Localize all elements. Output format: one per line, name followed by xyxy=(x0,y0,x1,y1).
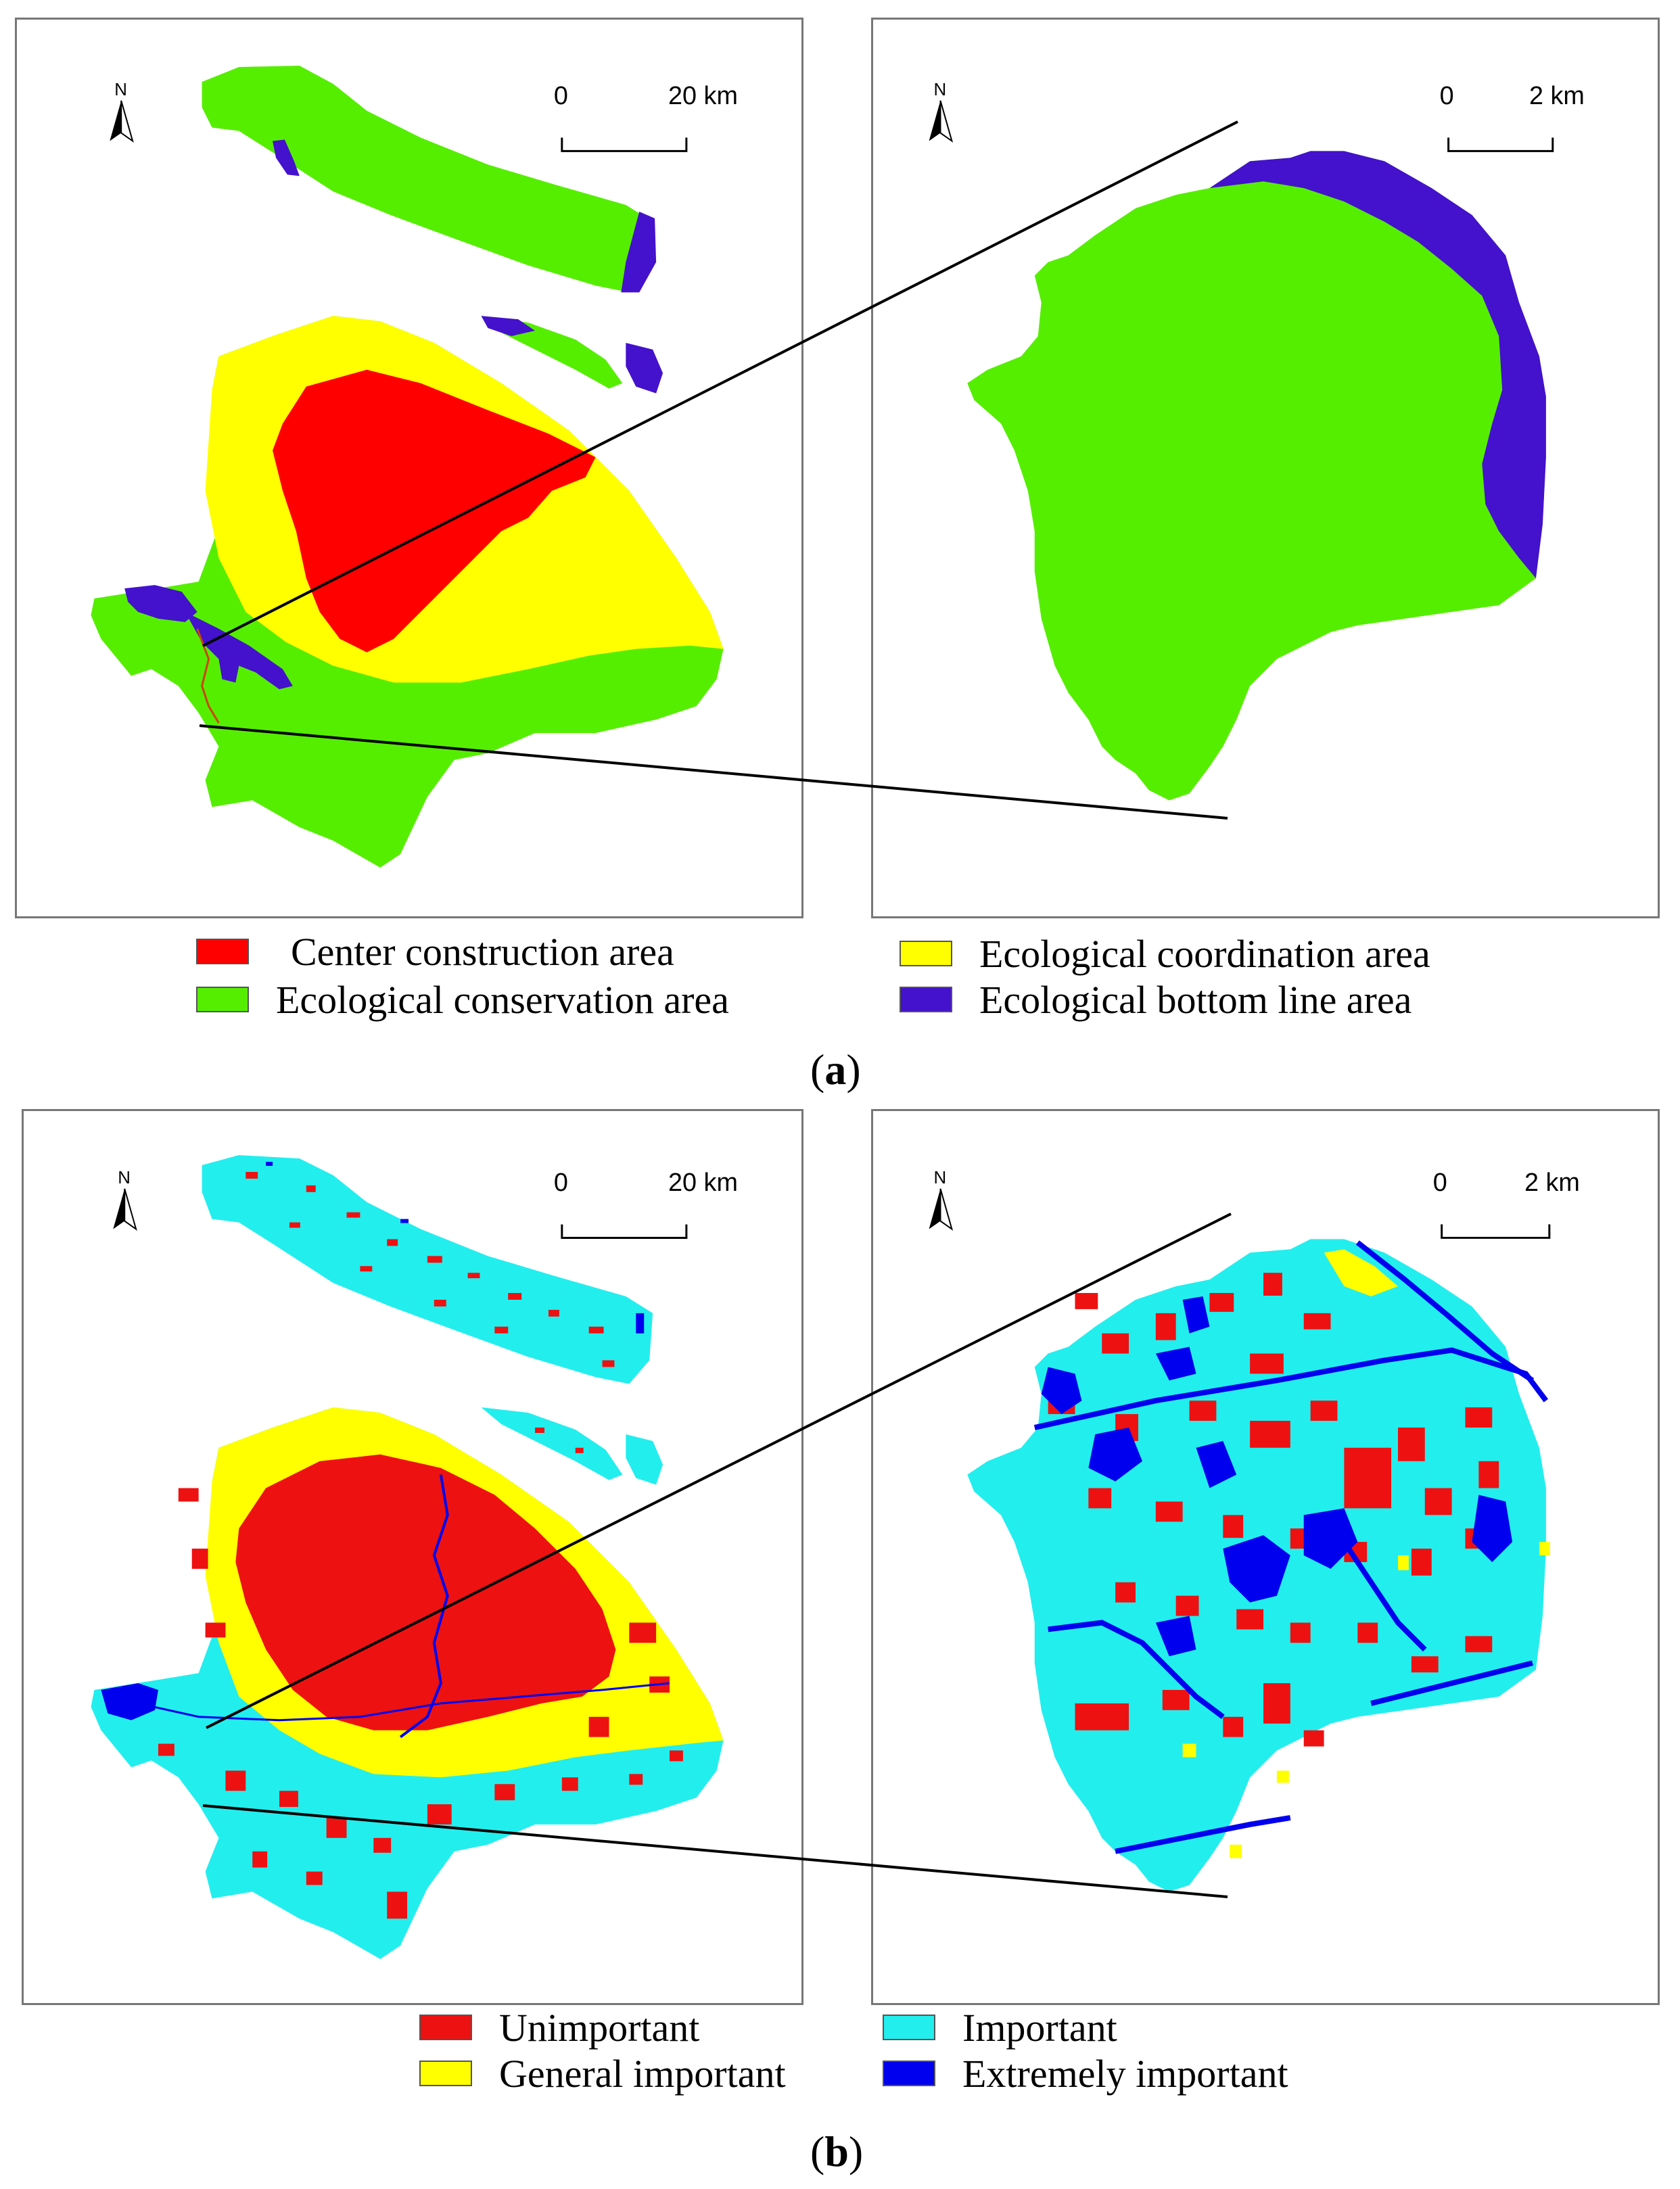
scale-zero: 0 xyxy=(1433,1169,1447,1197)
map-a-right-svg: N 0 2 km xyxy=(929,80,1585,801)
legend-swatch xyxy=(196,987,249,1012)
island-north-b xyxy=(202,1155,653,1384)
legend-label: Center construction area xyxy=(291,929,674,974)
scale-zero: 0 xyxy=(554,82,568,110)
legend-item: Important xyxy=(883,2005,1117,2050)
island-middle-b xyxy=(481,1407,663,1485)
island-middle xyxy=(481,316,663,394)
legend-swatch xyxy=(419,2015,472,2040)
panel-a-caption: (a) xyxy=(810,1045,861,1093)
zoom-area-a xyxy=(967,151,1546,801)
north-arrow-icon: N xyxy=(110,80,134,143)
scale-zero: 0 xyxy=(554,1169,568,1197)
legend-item: Extremely important xyxy=(883,2051,1288,2096)
scale-end: 2 km xyxy=(1529,82,1585,110)
north-label: N xyxy=(114,80,127,99)
legend-label: General important xyxy=(499,2051,786,2096)
north-label: N xyxy=(118,1169,131,1187)
legend-label: Ecological bottom line area xyxy=(979,977,1412,1022)
map-a-left-svg: N 0 20 km xyxy=(91,66,738,868)
north-arrow-icon: N xyxy=(929,80,954,143)
map-b-right-svg: N 0 2 km xyxy=(929,1169,1580,1892)
north-arrow-icon: N xyxy=(113,1169,137,1231)
north-label: N xyxy=(934,1169,947,1187)
legend-item: General important xyxy=(419,2051,786,2096)
legend-swatch xyxy=(900,987,952,1012)
legend-label: Ecological coordination area xyxy=(979,931,1430,976)
scale-zero: 0 xyxy=(1440,82,1454,110)
scale-end: 2 km xyxy=(1524,1169,1580,1197)
panel-b-right-map: N 0 2 km xyxy=(871,1109,1660,2005)
scale-end: 20 km xyxy=(668,1169,738,1197)
legend-swatch xyxy=(196,939,249,964)
mainland-a xyxy=(91,316,724,868)
north-label: N xyxy=(934,80,947,99)
legend-label: Unimportant xyxy=(499,2005,700,2050)
north-arrow-icon: N xyxy=(929,1169,954,1231)
scale-bar: 0 2 km xyxy=(1433,1169,1580,1239)
scale-bar: 0 20 km xyxy=(554,1169,738,1239)
legend-item: Ecological bottom line area xyxy=(900,977,1412,1022)
zoom-area-b xyxy=(967,1239,1550,1892)
panel-b-caption: (b) xyxy=(810,2127,864,2175)
map-b-left-svg: N 0 20 km xyxy=(91,1155,738,1959)
legend-item: Ecological coordination area xyxy=(900,931,1430,976)
legend-swatch xyxy=(883,2015,935,2040)
island-north xyxy=(202,66,657,293)
legend-label: Extremely important xyxy=(962,2051,1288,2096)
scale-end: 20 km xyxy=(668,82,738,110)
legend-item: Center construction area xyxy=(196,929,674,974)
legend-item: Ecological conservation area xyxy=(196,977,729,1022)
panel-a-left-map: N 0 20 km xyxy=(15,18,803,918)
mainland-b xyxy=(91,1407,724,1959)
legend-item: Unimportant xyxy=(419,2005,700,2050)
legend-label: Important xyxy=(962,2005,1117,2050)
legend-swatch xyxy=(883,2061,935,2086)
scale-bar: 0 20 km xyxy=(554,82,738,152)
legend-swatch xyxy=(900,941,952,966)
legend-swatch xyxy=(419,2061,472,2086)
panel-a-right-map: N 0 2 km xyxy=(871,18,1660,918)
legend-label: Ecological conservation area xyxy=(276,977,729,1022)
panel-b-left-map: N 0 20 km xyxy=(22,1109,803,2005)
scale-bar: 0 2 km xyxy=(1440,82,1585,152)
